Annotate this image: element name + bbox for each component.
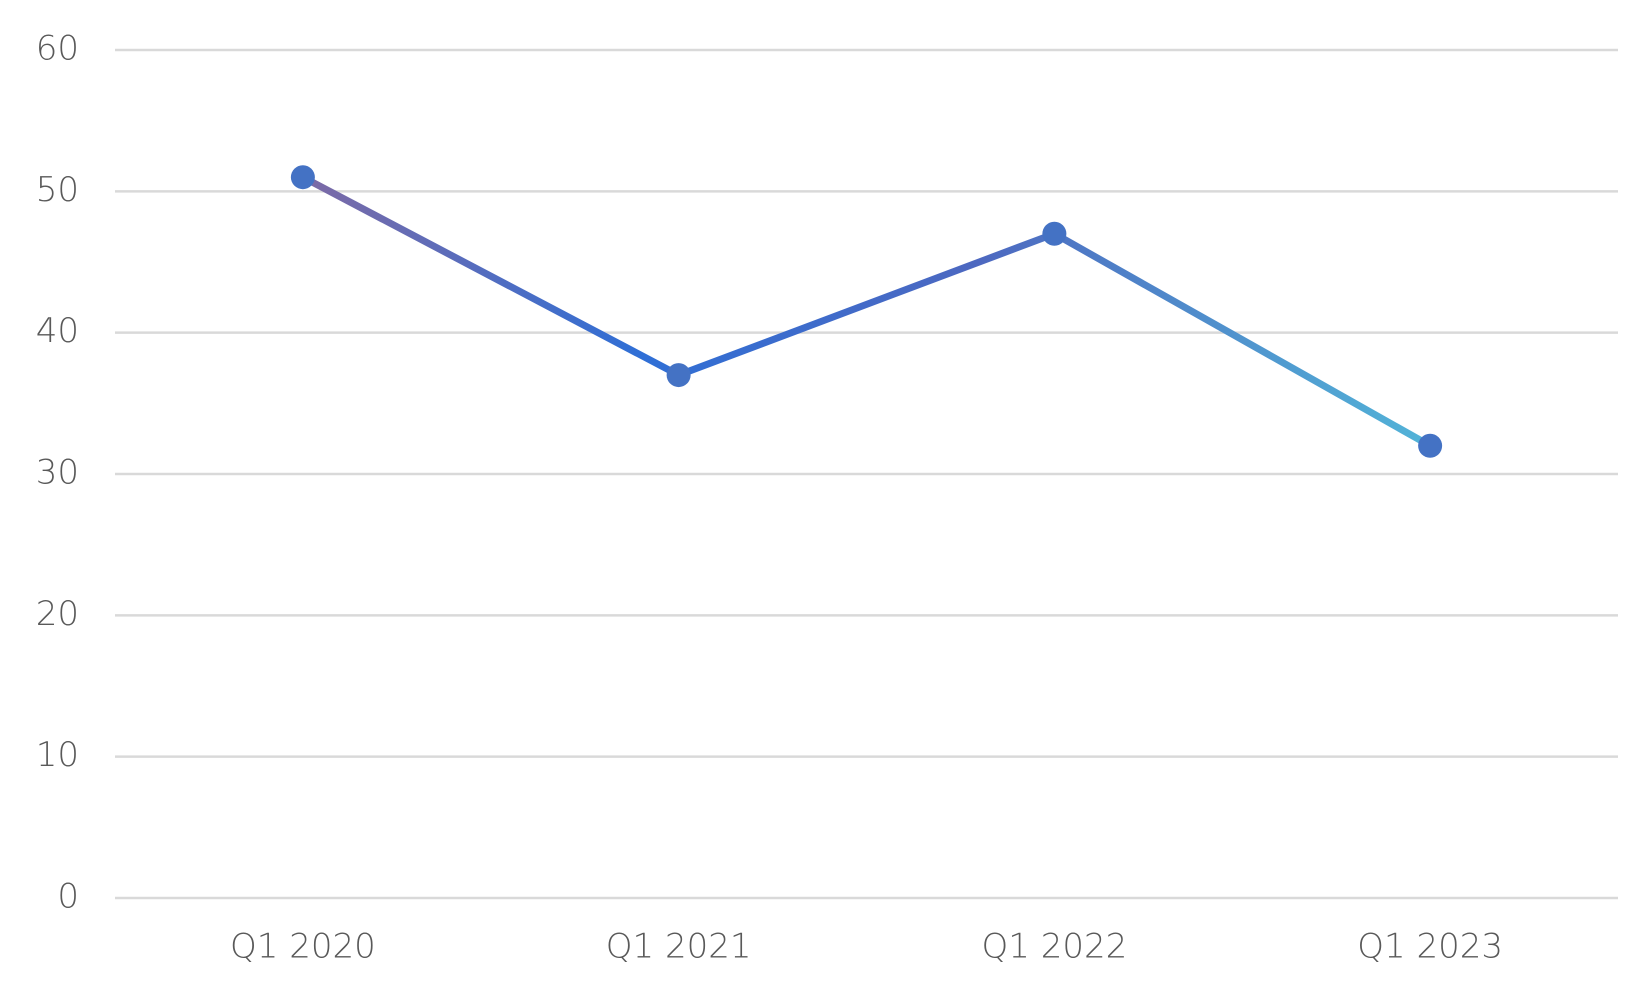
marker: [290, 165, 315, 190]
marker: [666, 363, 691, 388]
y-tick-label: 0: [57, 877, 79, 917]
y-tick-label: 60: [36, 29, 79, 69]
x-tick-label: Q1 2020: [230, 927, 376, 967]
y-tick-label: 30: [36, 453, 79, 493]
y-tick-label: 10: [36, 735, 79, 775]
line: [299, 173, 1434, 450]
y-tick-label: 20: [36, 594, 79, 634]
x-tick-label: Q1 2023: [1357, 927, 1503, 967]
x-tick-label: Q1 2022: [982, 927, 1128, 967]
y-tick-label: 50: [36, 170, 79, 210]
marker: [1042, 221, 1067, 246]
x-tick-label: Q1 2021: [606, 927, 752, 967]
marker: [1418, 433, 1443, 458]
y-tick-label: 40: [36, 311, 79, 351]
